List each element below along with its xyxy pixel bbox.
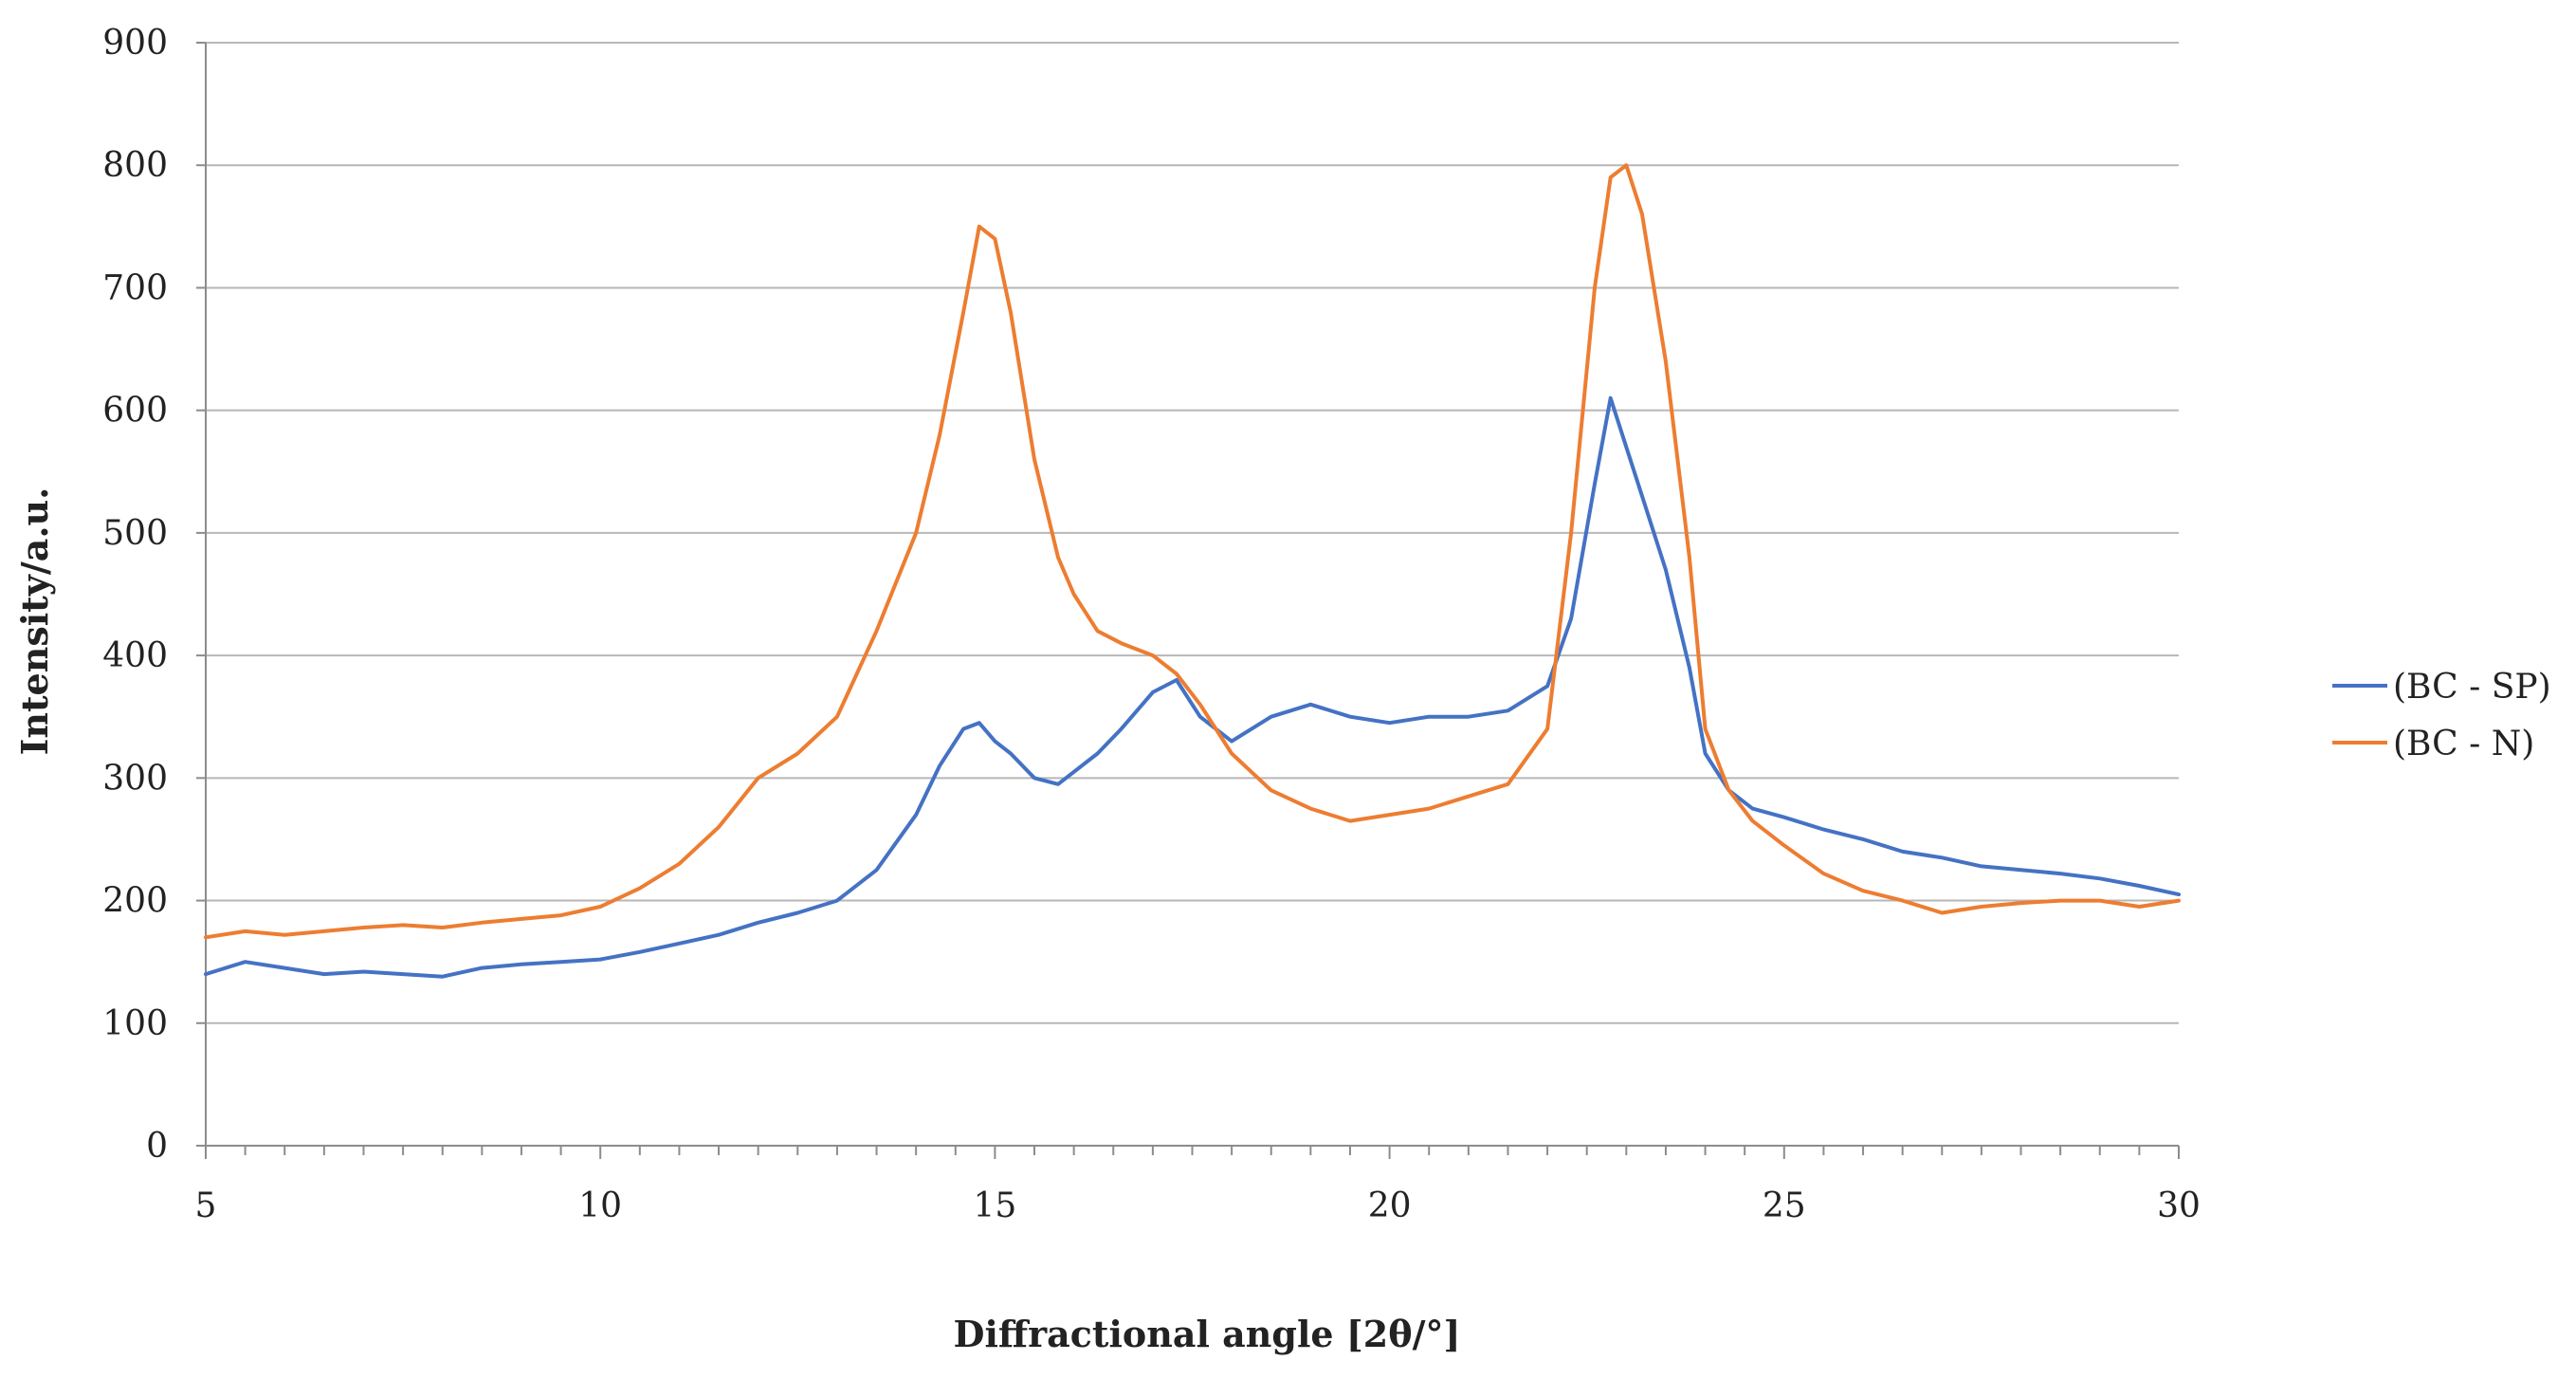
y-tick-label-900: 900 — [102, 24, 168, 63]
x-tick-label-15: 15 — [973, 1186, 1016, 1225]
y-tick-label-200: 200 — [102, 882, 168, 921]
y-tick-label-700: 700 — [102, 268, 168, 307]
x-axis-title: Diffractional angle [2θ/°] — [954, 1313, 1461, 1355]
y-tick-label-400: 400 — [102, 636, 168, 675]
y-tick-label-800: 800 — [102, 146, 168, 185]
y-tick-label-0: 0 — [146, 1127, 168, 1166]
axis-layer — [196, 42, 2180, 1159]
legend: (BC - SP) (BC - N) — [2332, 668, 2551, 763]
y-tick-label-100: 100 — [102, 1004, 168, 1043]
legend-label-bc-n: (BC - N) — [2393, 725, 2534, 763]
series-layer — [204, 163, 2181, 979]
tick-label-layer: 0 100 200 300 400 500 600 700 800 900 5 10 15 20 25 30 — [102, 24, 2201, 1225]
series-line-bc-n — [204, 163, 2181, 940]
x-tick-label-30: 30 — [2157, 1186, 2201, 1225]
y-tick-label-600: 600 — [102, 392, 168, 431]
y-tick-label-300: 300 — [102, 759, 168, 798]
x-tick-label-5: 5 — [195, 1186, 217, 1225]
series-line-bc-sp — [204, 395, 2181, 979]
x-tick-label-20: 20 — [1368, 1186, 1412, 1225]
grid-layer — [206, 42, 2179, 1024]
y-tick-label-500: 500 — [102, 514, 168, 553]
legend-label-bc-sp: (BC - SP) — [2393, 668, 2551, 707]
y-axis-title: Intensity/a.u. — [13, 487, 56, 756]
x-tick-label-10: 10 — [578, 1186, 622, 1225]
x-tick-label-25: 25 — [1763, 1186, 1806, 1225]
